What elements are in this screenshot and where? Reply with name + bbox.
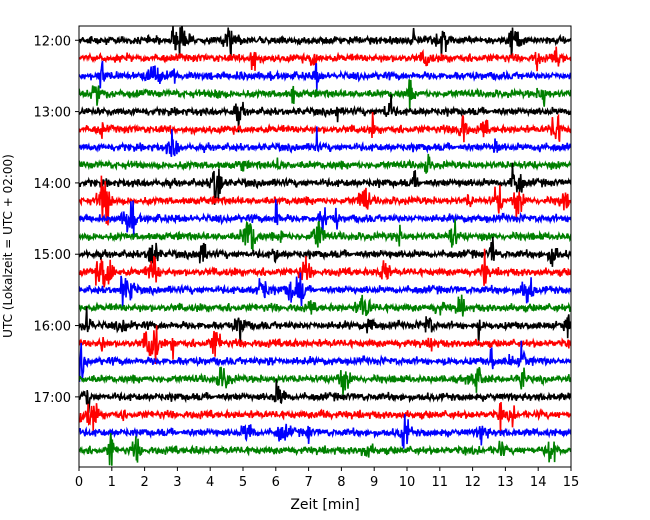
x-tick-label: 15 [563, 475, 580, 490]
trace-row-1645 [79, 366, 571, 396]
trace-row-1230 [79, 60, 571, 91]
x-tick-label: 14 [530, 475, 547, 490]
trace-row-1545 [79, 294, 571, 317]
y-tick-label: 13:00 [34, 106, 71, 121]
trace-row-1745 [79, 433, 571, 466]
x-tick-label: 8 [337, 475, 345, 490]
x-tick-label: 5 [239, 475, 247, 490]
x-tick-label: 12 [464, 475, 481, 490]
trace-row-1630 [79, 340, 571, 382]
y-tick-label: 14:00 [34, 177, 71, 192]
trace-row-1315 [79, 111, 571, 143]
y-tick-label: 15:00 [34, 248, 71, 263]
trace-row-1300 [79, 94, 571, 133]
trace-row-1215 [79, 46, 571, 72]
trace-row-1345 [79, 153, 571, 174]
trace-row-1330 [79, 126, 571, 158]
trace-row-1730 [79, 414, 571, 449]
y-tick-label: 12:00 [34, 34, 71, 49]
trace-row-1430 [79, 199, 571, 236]
plot-frame [78, 25, 572, 468]
x-tick-label: 6 [272, 475, 280, 490]
y-axis-label: UTC (Lokalzeit = UTC + 02:00) [1, 154, 15, 338]
x-tick-label: 0 [75, 475, 83, 490]
x-axis: 0 1 2 3 4 5 6 7 8 9 10 11 12 13 14 15 [75, 467, 579, 490]
x-tick-label: 10 [399, 475, 416, 490]
x-tick-label: 4 [206, 475, 214, 490]
x-tick-label: 9 [370, 475, 378, 490]
trace-row-1400 [79, 162, 571, 205]
x-tick-label: 1 [108, 475, 116, 490]
trace-row-1500 [79, 236, 571, 267]
x-tick-label: 2 [140, 475, 148, 490]
trace-row-1245 [79, 79, 571, 110]
x-tick-label: 11 [432, 475, 449, 490]
trace-row-1515 [79, 248, 571, 288]
trace-row-1530 [79, 272, 571, 309]
trace-row-1615 [79, 325, 571, 365]
x-tick-label: 3 [173, 475, 181, 490]
y-axis: 12:00 13:00 14:00 15:00 16:00 17:00 [34, 34, 79, 406]
trace-group [79, 26, 571, 466]
x-axis-label: Zeit [min] [290, 497, 359, 513]
trace-row-1445 [79, 219, 571, 251]
x-tick-label: 13 [497, 475, 514, 490]
y-tick-label: 17:00 [34, 391, 71, 406]
x-tick-label: 7 [304, 475, 312, 490]
trace-row-1415 [79, 175, 571, 226]
trace-row-1715 [79, 401, 571, 435]
trace-row-1600 [79, 306, 571, 346]
trace-row-1200 [79, 26, 571, 59]
trace-row-1700 [79, 379, 571, 414]
y-tick-label: 16:00 [34, 320, 71, 335]
